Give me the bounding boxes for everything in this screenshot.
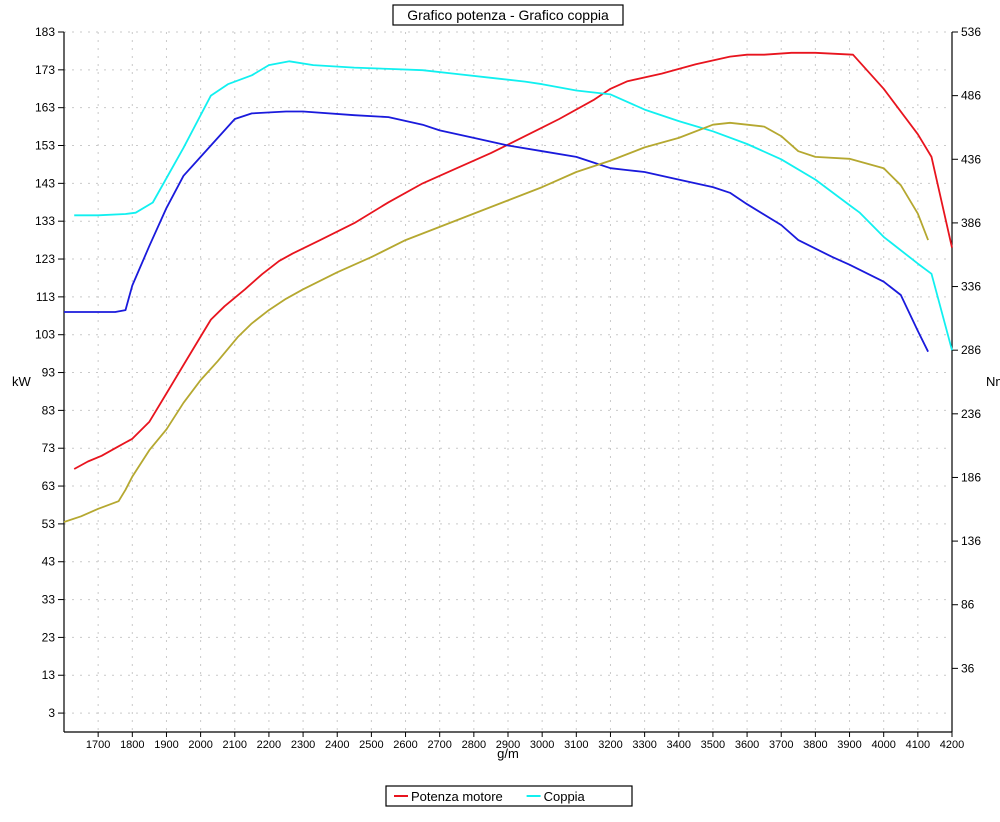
x-tick-label: 3900 (837, 739, 861, 751)
series-line-4 (63, 121, 929, 523)
right-tick-label: 36 (961, 661, 975, 675)
x-tick-label: 2400 (325, 739, 349, 751)
series-line-3 (64, 110, 929, 353)
x-tick-label: 1700 (86, 739, 110, 751)
x-tick-label: 3200 (598, 739, 622, 751)
left-tick-label: 53 (42, 517, 56, 531)
left-tick-label: 133 (35, 214, 55, 228)
legend-label-2: Coppia (544, 789, 586, 804)
left-tick-label: 43 (42, 555, 56, 569)
chart-title: Grafico potenza - Grafico coppia (407, 7, 609, 23)
x-axis-label: g/m (497, 746, 519, 761)
left-tick-label: 93 (42, 366, 56, 380)
series-line-2 (74, 60, 953, 351)
left-tick-label: 33 (42, 593, 56, 607)
x-tick-label: 1900 (154, 739, 178, 751)
left-tick-label: 83 (42, 403, 56, 417)
x-tick-label: 3000 (530, 739, 554, 751)
x-tick-label: 3300 (632, 739, 656, 751)
right-tick-label: 536 (961, 25, 981, 39)
right-tick-label: 236 (961, 407, 981, 421)
right-tick-label: 436 (961, 152, 981, 166)
x-tick-label: 4000 (871, 739, 895, 751)
left-tick-label: 113 (36, 290, 55, 304)
x-tick-label: 3600 (735, 739, 759, 751)
x-tick-label: 2300 (291, 739, 315, 751)
right-tick-label: 186 (961, 470, 981, 484)
legend-label-1: Potenza motore (411, 789, 503, 804)
left-tick-label: 73 (42, 441, 56, 455)
legend-frame (385, 785, 633, 807)
x-tick-label: 4200 (940, 739, 964, 751)
left-tick-label: 183 (35, 25, 55, 39)
x-tick-label: 4100 (906, 739, 930, 751)
chart-title-frame (392, 4, 624, 26)
left-tick-label: 23 (42, 630, 56, 644)
series-line-1 (73, 51, 953, 470)
right-tick-label: 486 (961, 89, 981, 103)
right-axis-label: Nm (986, 374, 1000, 389)
x-tick-label: 3800 (803, 739, 827, 751)
legend: Potenza motore Coppia (385, 785, 633, 807)
right-tick-label: 136 (961, 534, 981, 548)
left-tick-label: 143 (35, 176, 55, 190)
x-tick-label: 2700 (427, 739, 451, 751)
series-layer (63, 51, 953, 523)
left-tick-label: 103 (35, 328, 55, 342)
x-tick-label: 3700 (769, 739, 793, 751)
left-axis-label: kW (12, 374, 32, 389)
x-tick-label: 1800 (120, 739, 144, 751)
left-tick-label: 3 (48, 706, 55, 720)
right-tick-label: 86 (961, 598, 975, 612)
x-tick-label: 2500 (359, 739, 383, 751)
left-tick-label: 153 (35, 139, 55, 153)
x-tick-label: 2800 (462, 739, 486, 751)
axes-layer: 3 13 23 33 43 53 63 73 83 93 103 113 123 133 143 153 163… (35, 25, 981, 751)
x-tick-label: 3100 (564, 739, 588, 751)
left-tick-label: 173 (35, 63, 55, 77)
x-tick-label: 3500 (701, 739, 725, 751)
chart-title-box: Grafico potenza - Grafico coppia (392, 4, 624, 26)
x-tick-label: 3400 (667, 739, 691, 751)
x-tick-label: 2000 (188, 739, 212, 751)
left-tick-label: 63 (42, 479, 56, 493)
right-tick-label: 386 (961, 216, 981, 230)
x-tick-label: 2200 (257, 739, 281, 751)
right-tick-label: 336 (961, 280, 981, 294)
left-tick-label: 13 (42, 668, 56, 682)
x-tick-label: 2900 (496, 739, 520, 751)
right-tick-label: 286 (961, 343, 981, 357)
x-tick-label: 2600 (393, 739, 417, 751)
x-tick-label: 2100 (223, 739, 247, 751)
left-tick-label: 163 (35, 101, 55, 115)
left-tick-label: 123 (35, 252, 55, 266)
